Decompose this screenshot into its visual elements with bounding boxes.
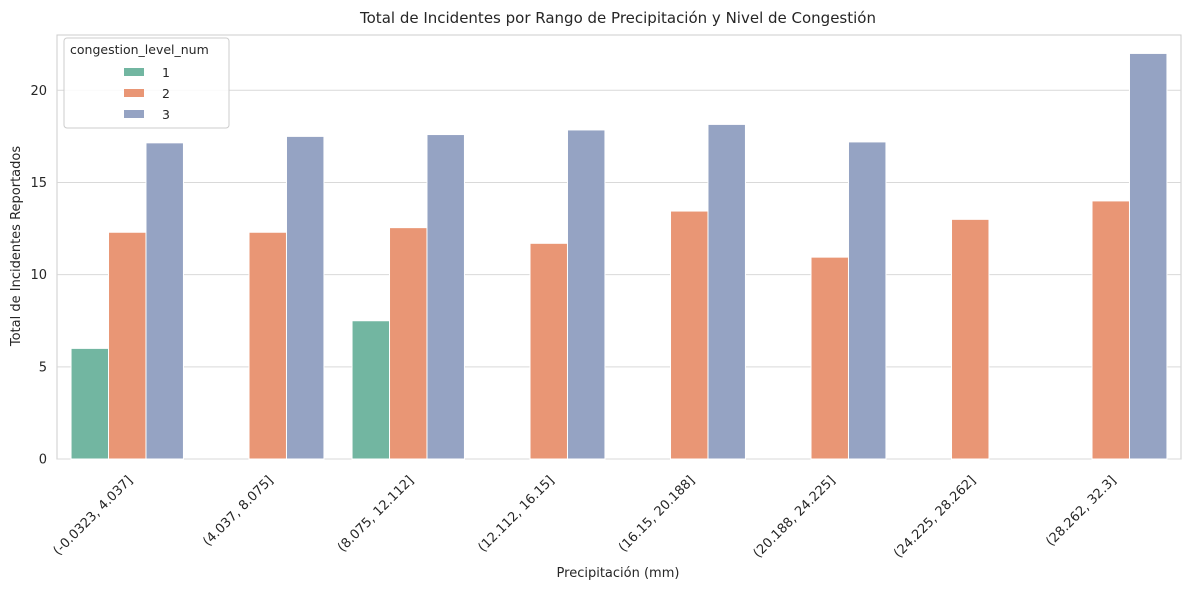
bar (566, 129, 606, 460)
bar (389, 227, 428, 460)
y-tick-label: 20 (30, 84, 47, 99)
bar (670, 210, 709, 460)
legend-swatch (124, 110, 144, 118)
bar (707, 123, 746, 460)
x-tick-label: (24.225, 28.262] (891, 473, 979, 561)
x-axis-label: Precipitación (mm) (557, 566, 680, 581)
y-tick-label: 0 (39, 453, 47, 468)
bar (285, 135, 325, 460)
chart-title: Total de Incidentes por Rango de Precipi… (359, 9, 876, 27)
x-tick-label: (20.188, 24.225] (751, 473, 839, 561)
bar (351, 320, 391, 460)
x-tick-labels: (-0.0323, 4.037] (4.037, 8.075] (8.075, 12… (51, 473, 1120, 561)
legend-items: 1 2 3 (124, 65, 170, 122)
bars-layer (70, 52, 1168, 460)
legend-swatch (124, 89, 144, 97)
legend-label: 1 (162, 65, 170, 80)
x-tick-label: (28.262, 32.3] (1043, 473, 1119, 549)
bar (248, 231, 287, 460)
bar (847, 141, 887, 460)
bar (810, 256, 849, 460)
bar (529, 242, 568, 460)
legend-box (63, 37, 230, 129)
bar (70, 347, 110, 460)
x-tick-label: (-0.0323, 4.037] (51, 473, 136, 558)
y-tick-labels: 0 5 10 15 20 (30, 84, 47, 468)
legend-label: 2 (162, 86, 170, 101)
bar (145, 142, 184, 460)
y-axis-label: Total de Incidentes Reportados (9, 146, 24, 347)
legend-label: 3 (162, 107, 170, 122)
bar (426, 134, 465, 460)
x-tick-label: (8.075, 12.112] (335, 473, 417, 555)
bar (1091, 200, 1130, 460)
legend-title: congestion_level_num (70, 42, 209, 57)
bar (951, 218, 990, 460)
bar (1128, 52, 1168, 460)
x-tick-label: (4.037, 8.075] (200, 473, 276, 549)
x-tick-label: (16.15, 20.188] (616, 473, 698, 555)
x-tick-label: (12.112, 16.15] (475, 473, 557, 555)
y-tick-label: 10 (30, 268, 47, 283)
bar (108, 231, 147, 460)
legend-swatch (124, 68, 144, 76)
legend: congestion_level_num 1 2 3 (63, 37, 230, 129)
plot-area (56, 34, 1182, 460)
y-tick-label: 15 (30, 176, 47, 191)
y-tick-label: 5 (39, 360, 47, 375)
grid-lines (57, 89, 1181, 460)
